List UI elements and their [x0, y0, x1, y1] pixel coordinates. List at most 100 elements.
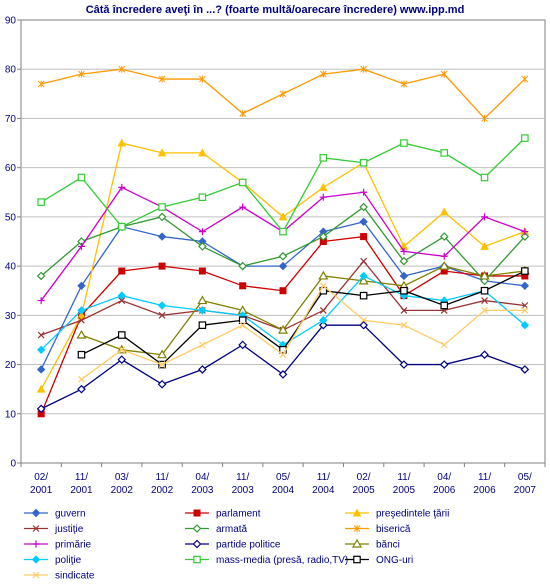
- legend-label: sindicate: [55, 571, 95, 582]
- series-point-marker: [359, 202, 368, 212]
- series-point-marker: [319, 306, 327, 314]
- series-point-marker: [197, 295, 208, 305]
- series-point-marker: [360, 316, 368, 324]
- series-point-marker: [157, 148, 167, 157]
- legend-label: armată: [216, 524, 248, 535]
- legend-item: bănci: [345, 538, 400, 551]
- legend-item: biserică: [345, 524, 411, 535]
- series-point-marker: [198, 365, 207, 374]
- legend-item: ONG-uri: [345, 555, 413, 566]
- series-point-marker: [158, 203, 166, 211]
- legend-marker: [32, 540, 40, 548]
- series-point-marker: [198, 306, 207, 315]
- series-point-marker: [117, 291, 126, 300]
- y-tick-label: 50: [5, 212, 17, 223]
- series-point-marker: [198, 267, 206, 275]
- series-line: [81, 265, 525, 356]
- series-point-marker: [238, 178, 247, 187]
- series-point-marker: [157, 301, 167, 310]
- chart-title: Câtă încredere aveţi în ...? (foarte mul…: [86, 4, 465, 16]
- series-point-marker: [481, 114, 488, 122]
- series-point-marker: [319, 193, 327, 201]
- series-point-marker: [480, 286, 489, 295]
- series-point-marker: [440, 341, 448, 349]
- series-point-marker: [480, 173, 489, 182]
- series-point-marker: [520, 281, 530, 291]
- series-point-marker: [360, 65, 367, 73]
- series-point-marker: [277, 324, 289, 334]
- series-10: [37, 134, 529, 236]
- series-point-marker: [117, 331, 126, 339]
- series-point-marker: [239, 203, 247, 211]
- series-point-marker: [37, 331, 45, 339]
- series-7: [36, 320, 530, 414]
- series-point-marker: [76, 329, 87, 339]
- series-point-marker: [198, 341, 206, 349]
- series-point-marker: [36, 404, 46, 414]
- series-point-marker: [157, 212, 167, 222]
- legend-label: ONG-uri: [376, 555, 413, 566]
- series-point-marker: [360, 233, 368, 241]
- series-point-marker: [481, 306, 488, 314]
- series-point-marker: [360, 188, 368, 196]
- series-12: [78, 282, 529, 383]
- y-tick-label: 80: [5, 65, 17, 76]
- series-point-marker: [520, 320, 530, 330]
- legend-marker: [31, 555, 41, 564]
- series-point-marker: [399, 360, 409, 369]
- legend-label: poliţie: [55, 555, 82, 566]
- series-point-marker: [319, 316, 328, 325]
- series-point-marker: [157, 379, 167, 389]
- legend-marker: [32, 571, 40, 579]
- series-point-marker: [359, 291, 368, 300]
- y-tick-label: 20: [5, 360, 17, 371]
- series-point-marker: [400, 139, 408, 147]
- x-tick-label: 03/2002: [111, 472, 134, 496]
- series-point-marker: [400, 286, 408, 295]
- y-tick-label: 70: [5, 114, 17, 125]
- legend-label: bănci: [376, 540, 400, 551]
- series-point-marker: [318, 182, 328, 191]
- series-point-marker: [77, 281, 86, 291]
- series-point-marker: [279, 351, 287, 359]
- series-point-marker: [37, 198, 45, 206]
- series-point-marker: [520, 365, 530, 374]
- series-point-marker: [319, 282, 327, 290]
- legend-item: mass-media (presă, radio,TV): [185, 555, 348, 566]
- series-point-marker: [199, 75, 206, 83]
- series-point-marker: [239, 321, 247, 329]
- series-point-marker: [158, 311, 166, 319]
- x-tick-label: 11/2006: [473, 472, 496, 496]
- y-tick-label: 60: [5, 163, 17, 174]
- x-tick-label: 11/2004: [312, 472, 335, 496]
- series-point-marker: [480, 350, 489, 360]
- legend-item: partide politice: [185, 540, 281, 551]
- series-point-marker: [440, 149, 449, 157]
- legend-label: guvern: [55, 509, 86, 520]
- x-tick-label: 11/2001: [70, 472, 93, 496]
- series-point-marker: [278, 212, 288, 221]
- series-point-marker: [400, 247, 408, 255]
- series-point-marker: [399, 256, 409, 266]
- series-point-marker: [158, 75, 166, 83]
- legend-marker: [351, 538, 363, 548]
- x-tick-label: 05/2004: [272, 472, 295, 496]
- series-point-marker: [360, 257, 368, 265]
- series-point-marker: [77, 173, 86, 182]
- legend-marker: [32, 525, 40, 532]
- series-point-marker: [278, 251, 288, 261]
- series-point-marker: [520, 232, 530, 241]
- legend-marker: [193, 555, 201, 564]
- series-point-marker: [359, 320, 368, 330]
- series-point-marker: [279, 287, 287, 295]
- series-3: [37, 257, 529, 339]
- x-tick-label: 11/2002: [151, 472, 174, 496]
- series-point-marker: [78, 316, 85, 324]
- series-point-marker: [198, 242, 207, 251]
- legend-marker: [352, 508, 362, 517]
- series-point-marker: [521, 306, 529, 314]
- legend-item: justiţie: [24, 524, 84, 535]
- series-point-marker: [319, 70, 327, 78]
- series-point-marker: [400, 321, 408, 329]
